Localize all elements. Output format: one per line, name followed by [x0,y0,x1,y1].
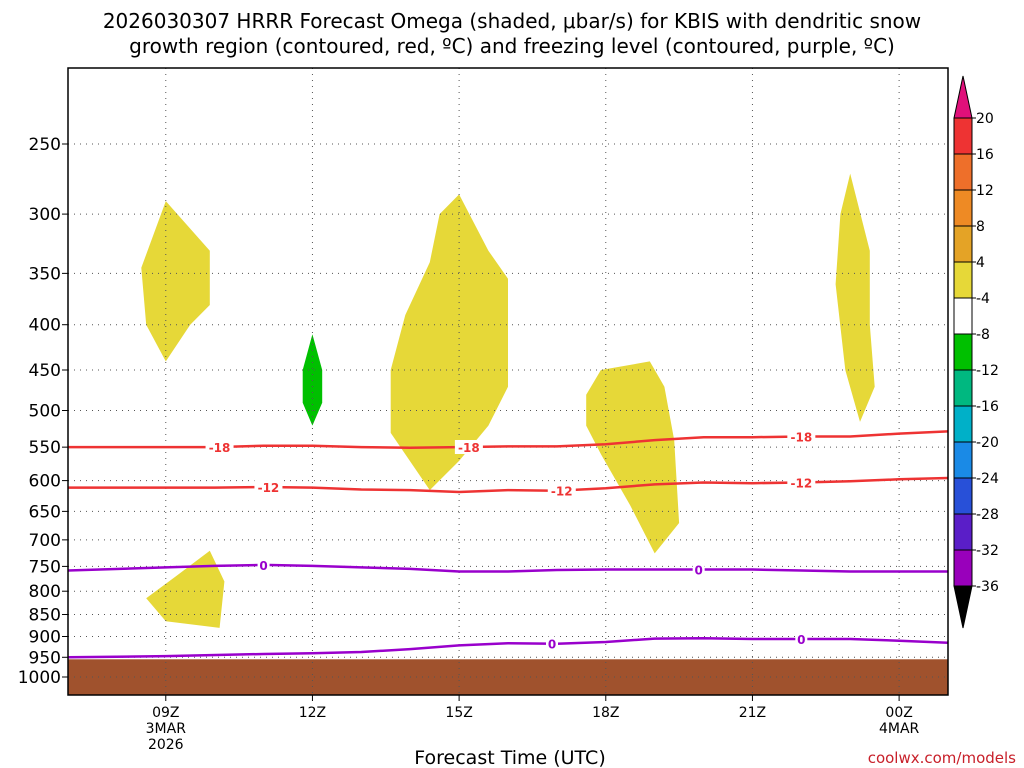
omega-region-09z-upper [141,201,210,362]
freezing-level-upper-contour-label-bg-0 [257,557,270,572]
freezing-level-upper-contour-label-bg-1 [692,562,705,577]
omega-region-2330z [835,173,875,422]
colorbar-label-2: 12 [976,183,994,199]
y-tick-label-1000: 1000 [18,668,61,688]
colorbar: 20 16 12 8 4 -4 -8 -12 -16 -20 -24 -28 -32 -36 [953,75,999,629]
dgz-minus18-contour-label-2: -18 [790,431,812,445]
colorbar-label-12: -32 [976,543,999,559]
y-tick-label-450: 450 [29,361,61,381]
colorbar-label-10: -24 [976,471,999,487]
colorbar-label-1: 16 [976,147,994,163]
x-tick-label-21: 21Z [739,705,766,721]
x-tick-label-9-line-1: 3MAR [146,721,187,737]
y-tick-label-950: 950 [29,648,61,668]
colorbar-bin-10 [953,477,973,515]
y-tick-label-300: 300 [29,205,61,225]
freezing-level-lower-contour-label-0: 0 [548,638,556,652]
omega-region-18z [586,361,680,554]
y-tick-label-400: 400 [29,316,61,336]
x-tick-label-9: 09Z 3MAR 2026 [146,705,187,753]
x-tick-label-24-line-0: 00Z [885,705,912,721]
freezing-level-upper-contour [68,563,948,573]
dgz-minus12-contour-label-1: -12 [551,484,573,498]
x-tick-label-24: 00Z 4MAR [879,705,920,737]
plot-area: -18 -18 -18 -12 -12 -12 0 0 0 0 250 300 350 400 450 500… [18,67,949,753]
colorbar-label-7: -12 [976,363,999,379]
y-tick-label-250: 250 [29,135,61,155]
dgz-minus12-contour-label-2: -12 [790,477,812,491]
colorbar-label-0: 20 [976,111,994,127]
x-tick-label-18: 18Z [592,705,619,721]
dgz-minus18-contour-label-bg-1 [454,440,483,455]
omega-region-12z-green [302,334,323,426]
colorbar-label-13: -36 [976,579,999,595]
dgz-minus12-contour-label-bg-1 [547,483,576,498]
x-tick-label-15: 15Z [445,705,472,721]
credit-text: coolwx.com/models [868,749,1016,767]
colorbar-bin-3 [953,225,973,263]
colorbar-bin-7 [953,369,973,407]
dgz-minus18-contour-label-0: -18 [209,441,231,455]
omega-region-15z [390,194,508,491]
dgz-minus18-contour-label-1: -18 [458,441,480,455]
colorbar-label-6: -8 [976,327,990,343]
dgz-minus18-contour-label-bg-0 [205,440,234,455]
colorbar-label-8: -16 [976,399,999,415]
y-tick-label-750: 750 [29,557,61,577]
chart-title-line1: 2026030307 HRRR Forecast Omega (shaded, … [103,9,921,33]
freezing-level-lower-contour [68,636,948,659]
colorbar-bin-12 [953,549,973,587]
x-axis-title: Forecast Time (UTC) [414,747,605,768]
colorbar-bin-2 [953,189,973,227]
x-tick-label-15-line-0: 15Z [445,705,472,721]
colorbar-bin-11 [953,513,973,551]
terrain-fill [68,659,948,695]
colorbar-label-5: -4 [976,291,990,307]
plot-frame [67,67,949,696]
colorbar-bin-8 [953,405,973,443]
freezing-level-lower-contour-label-bg-1 [795,632,808,647]
y-tick-label-550: 550 [29,438,61,458]
x-tick-label-12: 12Z [299,705,326,721]
freezing-level-lower-contour-label-bg-0 [546,636,558,651]
colorbar-label-4: 4 [976,255,985,271]
colorbar-bin-9 [953,441,973,479]
y-tick-label-650: 650 [29,502,61,522]
plot-content: -18 -18 -18 -12 -12 -12 0 0 0 0 [68,68,948,695]
dgz-minus12-contour-label-0: -12 [258,481,280,495]
colorbar-label-11: -28 [976,507,999,523]
freezing-level-lower-contour-label-1: 0 [797,633,805,647]
y-tick-label-850: 850 [29,606,61,626]
colorbar-top-arrow [953,75,973,119]
colorbar-bin-6 [953,333,973,371]
y-tick-label-600: 600 [29,472,61,492]
colorbar-label-3: 8 [976,219,985,235]
dgz-minus18-contour [68,430,948,450]
freezing-level-upper-contour-label-1: 0 [694,563,702,577]
dgz-minus12-contour-label-bg-2 [787,475,816,490]
y-tick-label-500: 500 [29,402,61,422]
x-tick-label-21-line-0: 21Z [739,705,766,721]
dgz-minus18-contour-label-bg-2 [787,429,816,444]
colorbar-bin-4 [953,261,973,299]
y-tick-label-350: 350 [29,264,61,284]
chart-title-line2: growth region (contoured, red, ºC) and f… [129,34,895,58]
colorbar-bin-5 [953,297,973,335]
colorbar-label-9: -20 [976,435,999,451]
y-tick-label-900: 900 [29,627,61,647]
omega-region-09z-lower [146,550,225,628]
x-tick-label-12-line-0: 12Z [299,705,326,721]
x-tick-label-24-line-1: 4MAR [879,721,920,737]
x-tick-label-18-line-0: 18Z [592,705,619,721]
y-tick-label-700: 700 [29,531,61,551]
freezing-level-upper-contour-label-0: 0 [259,559,267,573]
x-tick-label-9-line-0: 09Z [152,705,179,721]
colorbar-bottom-arrow [953,585,973,629]
dgz-minus12-contour-label-bg-0 [254,480,283,495]
y-tick-label-800: 800 [29,582,61,602]
colorbar-bin-1 [953,153,973,191]
colorbar-bin-0 [953,117,973,155]
x-tick-label-9-line-2: 2026 [148,737,184,753]
